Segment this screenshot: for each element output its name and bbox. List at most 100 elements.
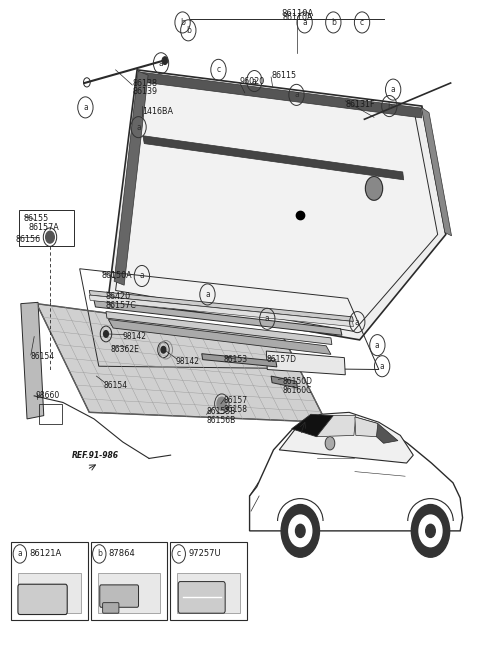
Polygon shape [36,304,326,422]
Bar [39,404,62,424]
Polygon shape [266,351,345,375]
Text: 86362E: 86362E [111,345,140,354]
Text: 86157A: 86157A [28,224,59,232]
Text: 86150A: 86150A [101,271,132,280]
Text: 86158: 86158 [223,405,247,414]
Text: a: a [136,123,141,131]
Circle shape [46,231,54,243]
Text: a: a [140,271,144,280]
Text: 86156B: 86156B [206,416,236,426]
Text: b: b [186,26,191,35]
Circle shape [281,504,320,557]
Text: 86420: 86420 [106,292,131,301]
Polygon shape [250,414,463,531]
Text: b: b [180,18,185,27]
Text: b: b [97,549,102,558]
Text: 97257U: 97257U [188,549,221,558]
Circle shape [289,515,312,546]
Polygon shape [89,290,353,321]
Text: 86157D: 86157D [266,355,296,364]
Text: 98142: 98142 [123,332,147,341]
Text: 86157C: 86157C [106,301,137,310]
Bar [98,573,160,613]
Polygon shape [317,416,356,437]
Polygon shape [89,295,353,327]
Text: 86153: 86153 [223,355,247,364]
Text: 86150D: 86150D [282,377,312,386]
Polygon shape [421,108,452,236]
Text: 86154: 86154 [104,381,128,391]
Text: 86155: 86155 [24,214,49,222]
Polygon shape [138,72,422,118]
Text: 86160C: 86160C [282,386,312,395]
Circle shape [296,524,305,537]
Polygon shape [355,417,378,437]
FancyBboxPatch shape [100,585,139,607]
Bar [19,210,74,246]
Text: a: a [17,549,22,558]
Text: a: a [252,77,257,86]
Circle shape [325,437,335,450]
Text: a: a [83,103,88,112]
Polygon shape [271,376,298,388]
Polygon shape [202,354,277,367]
Polygon shape [106,312,332,345]
Text: a: a [205,290,210,299]
Bar [177,573,240,613]
Polygon shape [116,80,438,331]
Polygon shape [292,414,333,437]
Text: c: c [216,65,220,75]
Text: a: a [380,362,384,371]
Text: 98660: 98660 [35,391,60,401]
Text: 86110A: 86110A [282,13,312,22]
Text: a: a [294,90,299,100]
Text: 86157: 86157 [223,396,247,405]
Polygon shape [94,300,342,335]
Text: a: a [375,341,380,350]
Polygon shape [108,70,446,340]
Text: 86155B: 86155B [206,407,236,416]
Circle shape [162,57,168,65]
Text: 86115: 86115 [271,71,296,80]
Circle shape [411,504,450,557]
Circle shape [365,176,383,200]
Circle shape [217,397,227,411]
Text: 86139: 86139 [132,87,157,96]
Circle shape [426,524,435,537]
FancyBboxPatch shape [103,603,119,613]
Text: 86131F: 86131F [345,100,375,109]
FancyBboxPatch shape [18,584,67,614]
Bar [91,542,167,620]
Text: 98142: 98142 [175,357,199,366]
FancyBboxPatch shape [178,581,225,613]
Circle shape [161,346,166,353]
Text: 1416BA: 1416BA [142,107,173,116]
Polygon shape [355,417,398,444]
Polygon shape [108,319,331,354]
Text: b: b [387,102,392,111]
Text: a: a [159,59,163,68]
Text: c: c [360,18,364,27]
Text: 86110A: 86110A [281,9,313,18]
Text: 86138: 86138 [132,79,157,88]
Text: c: c [177,549,181,558]
Bar [11,542,88,620]
Polygon shape [143,136,404,180]
Circle shape [419,515,442,546]
Polygon shape [279,412,413,463]
Text: b: b [331,18,336,27]
Text: 86154: 86154 [31,352,55,361]
Bar [18,573,81,613]
Polygon shape [21,302,44,419]
Bar [170,542,247,620]
Text: a: a [391,85,396,94]
Circle shape [104,331,108,337]
Text: a: a [265,314,270,323]
Text: a: a [355,317,360,327]
Text: 96020: 96020 [240,77,265,86]
Polygon shape [114,71,148,285]
Text: a: a [302,18,307,27]
Text: 86121A: 86121A [29,549,61,558]
Text: REF.91-986: REF.91-986 [72,451,119,459]
Text: 86156: 86156 [15,234,40,244]
